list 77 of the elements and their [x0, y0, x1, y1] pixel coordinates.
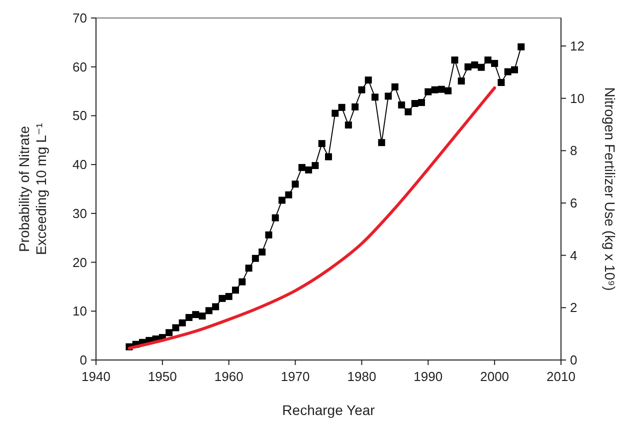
point [178, 319, 186, 326]
y-tick-label: 50 [72, 108, 87, 124]
x-tick-label: 1950 [148, 369, 177, 384]
y2-tick-label: 6 [570, 196, 578, 210]
y-tick-label: 20 [72, 254, 87, 270]
point [265, 231, 272, 238]
point [378, 139, 386, 146]
point [198, 312, 206, 320]
y2-axis-title: Nitrogen Fertilizer Use (kg x 10⁹) [602, 87, 618, 291]
point [391, 83, 398, 90]
point [225, 292, 232, 300]
y2-tick-label: 10 [570, 90, 584, 106]
point [205, 307, 212, 314]
point [484, 56, 492, 64]
point [166, 329, 173, 336]
point [238, 278, 246, 286]
point [418, 99, 425, 106]
point [298, 164, 306, 172]
point [424, 88, 432, 96]
point [332, 110, 339, 117]
point [464, 63, 472, 70]
point [318, 140, 326, 148]
y2-tick-label: 0 [570, 352, 578, 368]
y-tick-label: 70 [72, 10, 87, 26]
point [232, 286, 239, 294]
point [358, 86, 366, 94]
y-tick-label: 60 [72, 59, 87, 74]
y2-tick-label: 12 [570, 38, 584, 54]
point [325, 153, 332, 160]
point [278, 196, 286, 204]
point [478, 64, 485, 71]
y-tick-label: 10 [72, 304, 87, 319]
point [511, 66, 518, 74]
point [338, 104, 346, 111]
point [491, 60, 498, 67]
point [384, 92, 392, 100]
y2-tick-label: 8 [570, 143, 578, 158]
y-tick-label: 30 [72, 206, 87, 221]
point [498, 78, 505, 86]
x-tick-label: 2000 [480, 369, 510, 384]
x-tick-label: 1940 [82, 369, 110, 384]
x-tick-label: 1970 [280, 369, 310, 384]
point [312, 162, 319, 170]
point [451, 56, 458, 64]
y-tick-label: 0 [80, 352, 87, 368]
y-tick-label: 40 [72, 157, 87, 172]
point [398, 101, 406, 108]
x-tick-label: 1990 [414, 369, 443, 384]
point [504, 68, 512, 76]
x-tick-label: 1980 [347, 369, 376, 384]
point [218, 294, 226, 302]
x-axis-title: Recharge Year [282, 402, 376, 418]
point [444, 87, 452, 94]
point [285, 191, 292, 198]
point [458, 78, 465, 85]
point [411, 100, 418, 107]
point [245, 264, 252, 272]
point [212, 303, 220, 310]
point [438, 86, 445, 93]
point [292, 180, 299, 188]
point [252, 254, 259, 262]
point [352, 103, 359, 110]
point [258, 248, 266, 256]
point [186, 314, 192, 321]
point [518, 43, 525, 50]
y-axis-title: Probability of Nitrate Exceeding 10 mg L⁻¹ [16, 122, 49, 255]
x-tick-label: 2010 [546, 369, 576, 384]
point [272, 214, 279, 222]
point [372, 94, 378, 101]
point [172, 324, 180, 332]
point [344, 121, 352, 128]
x-tick-label: 1960 [214, 369, 244, 384]
point [364, 76, 372, 84]
y2-tick-label: 2 [570, 300, 578, 316]
y2-tick-label: 4 [570, 248, 578, 263]
point [404, 108, 412, 116]
point [305, 166, 312, 174]
